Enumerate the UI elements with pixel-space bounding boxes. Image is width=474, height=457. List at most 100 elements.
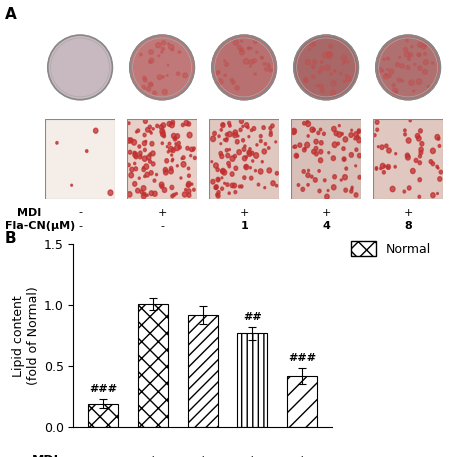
Circle shape [233,130,237,135]
Circle shape [330,73,332,75]
Circle shape [181,162,186,167]
Circle shape [245,122,249,128]
Circle shape [182,123,184,127]
Circle shape [171,48,173,51]
Circle shape [344,81,346,83]
Circle shape [162,187,167,192]
Circle shape [343,175,347,180]
Circle shape [406,154,410,160]
Circle shape [357,129,361,133]
Circle shape [211,180,215,184]
Text: 8: 8 [404,221,412,231]
Circle shape [228,124,231,127]
Circle shape [212,35,276,100]
Circle shape [325,65,330,70]
Circle shape [331,185,336,190]
Circle shape [341,55,346,61]
Circle shape [173,193,175,197]
Circle shape [417,53,420,57]
Circle shape [182,73,188,78]
Circle shape [170,122,172,124]
Circle shape [421,44,426,49]
Circle shape [237,135,239,137]
Circle shape [310,175,313,178]
Circle shape [171,120,174,124]
Circle shape [261,57,263,59]
Circle shape [427,85,429,88]
Circle shape [233,154,237,158]
Circle shape [403,48,408,52]
Circle shape [332,127,336,132]
Circle shape [302,122,306,125]
Circle shape [345,167,347,170]
Circle shape [418,195,420,198]
Circle shape [310,42,315,47]
Circle shape [211,161,213,163]
Circle shape [259,134,262,138]
Circle shape [255,170,256,172]
Circle shape [249,167,251,169]
Circle shape [241,40,243,42]
Circle shape [220,128,222,131]
Circle shape [304,148,306,150]
Circle shape [292,128,297,134]
Circle shape [153,91,156,95]
Circle shape [343,137,348,142]
Circle shape [134,162,136,165]
Circle shape [168,142,171,145]
Circle shape [355,165,356,167]
Circle shape [230,183,234,188]
Circle shape [343,158,345,160]
Circle shape [175,134,180,138]
Bar [287,376,317,427]
Circle shape [333,70,336,72]
Circle shape [86,150,88,152]
Circle shape [146,87,151,91]
Circle shape [252,127,255,131]
Circle shape [408,58,410,60]
Circle shape [298,143,302,147]
Circle shape [151,151,155,156]
Circle shape [224,60,225,61]
Circle shape [395,153,397,155]
Text: +: + [147,454,158,457]
Circle shape [184,188,187,191]
Circle shape [382,70,384,72]
Circle shape [235,86,239,90]
Circle shape [235,139,239,144]
Circle shape [167,122,172,126]
Circle shape [307,184,309,186]
Circle shape [413,90,415,92]
Circle shape [347,61,349,63]
Circle shape [161,48,164,51]
Circle shape [242,138,245,142]
Circle shape [294,35,358,100]
Circle shape [415,133,419,138]
Circle shape [133,181,137,186]
Circle shape [314,139,318,144]
Circle shape [129,138,133,143]
Circle shape [217,191,220,194]
Circle shape [221,123,225,128]
Circle shape [385,74,387,76]
Circle shape [331,81,336,86]
Circle shape [419,150,423,155]
Circle shape [376,128,379,131]
Circle shape [418,53,421,57]
Circle shape [224,138,226,141]
Text: -: - [101,454,106,457]
Circle shape [269,127,272,130]
Text: +: + [157,207,167,218]
Circle shape [175,143,177,145]
Circle shape [340,72,342,75]
Text: +: + [321,207,331,218]
Circle shape [192,188,195,191]
Circle shape [259,139,262,143]
Circle shape [410,169,415,174]
Circle shape [130,35,194,100]
Circle shape [164,167,167,172]
Circle shape [228,122,230,125]
Circle shape [188,174,191,177]
Circle shape [143,167,144,169]
Circle shape [423,60,428,65]
